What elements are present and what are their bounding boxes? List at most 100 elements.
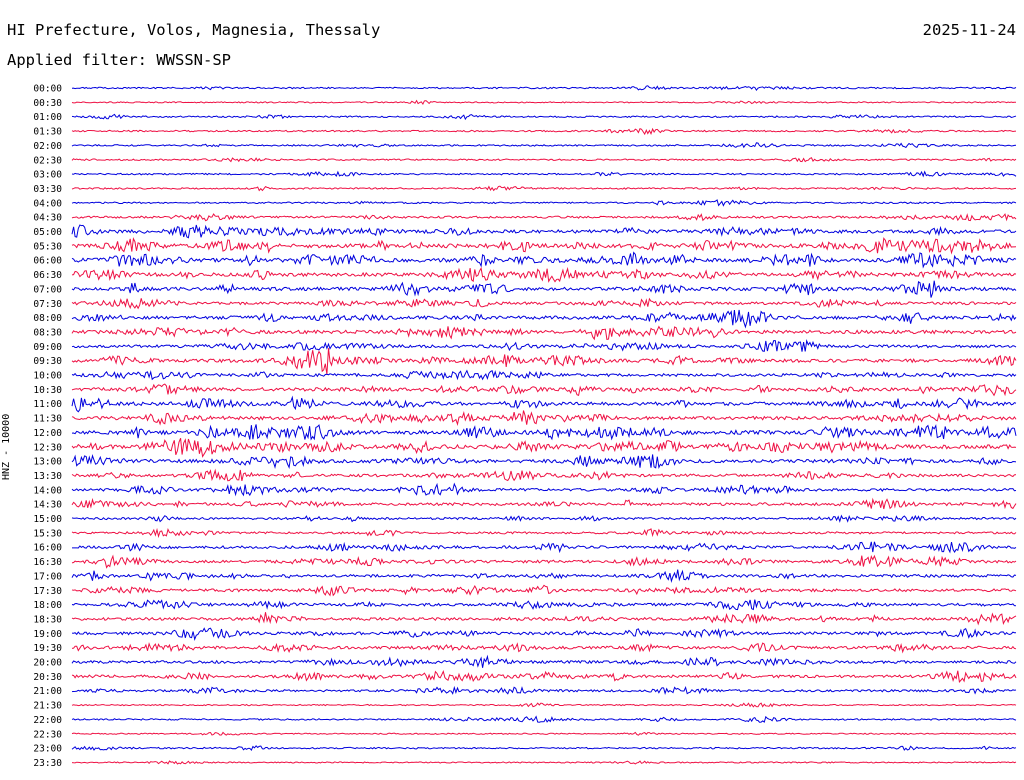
time-label-0700: 07:00	[33, 284, 62, 295]
trace-0230	[71, 157, 1017, 163]
time-label-1530: 15:30	[33, 528, 62, 539]
time-label-1000: 10:00	[33, 371, 62, 382]
trace-1300	[71, 454, 1017, 470]
trace-2230	[71, 731, 1017, 736]
trace-0600	[71, 251, 1017, 269]
trace-1630	[71, 554, 1017, 569]
time-label-0600: 06:00	[33, 256, 62, 267]
time-label-0100: 01:00	[33, 112, 62, 123]
trace-1130	[71, 410, 1017, 426]
trace-1500	[71, 514, 1017, 523]
time-label-0030: 00:30	[33, 98, 62, 109]
trace-1830	[71, 612, 1017, 626]
trace-2000	[71, 654, 1017, 668]
trace-0030	[71, 99, 1017, 106]
time-label-1700: 17:00	[33, 571, 62, 582]
trace-1930	[71, 642, 1017, 654]
time-label-0200: 02:00	[33, 141, 62, 152]
station-title: HI Prefecture, Volos, Magnesia, Thessaly	[7, 21, 381, 39]
trace-1100	[71, 395, 1017, 413]
trace-0430	[71, 213, 1017, 222]
time-label-2300: 23:00	[33, 744, 62, 755]
trace-1230	[71, 437, 1017, 458]
trace-0330	[71, 185, 1017, 192]
time-label-1730: 17:30	[33, 586, 62, 597]
trace-0500	[71, 224, 1017, 239]
time-label-0630: 06:30	[33, 270, 62, 281]
time-label-0130: 01:30	[33, 127, 62, 138]
time-label-0900: 09:00	[33, 342, 62, 353]
time-label-0430: 04:30	[33, 213, 62, 224]
time-label-1600: 16:00	[33, 543, 62, 554]
trace-2130	[71, 702, 1017, 708]
time-label-0830: 08:30	[33, 327, 62, 338]
time-label-2000: 20:00	[33, 658, 62, 669]
trace-0100	[71, 113, 1017, 121]
time-label-0330: 03:30	[33, 184, 62, 195]
record-date: 2025-11-24	[922, 21, 1016, 39]
trace-1000	[71, 369, 1017, 381]
trace-0700	[71, 280, 1017, 298]
time-label-1400: 14:00	[33, 485, 62, 496]
time-label-1630: 16:30	[33, 557, 62, 568]
trace-0630	[71, 266, 1017, 283]
trace-2100	[71, 685, 1017, 695]
time-label-2330: 23:30	[33, 758, 62, 769]
time-label-2200: 22:00	[33, 715, 62, 726]
trace-0130	[71, 127, 1017, 136]
time-label-0730: 07:30	[33, 299, 62, 310]
trace-1530	[71, 527, 1017, 539]
trace-0900	[71, 339, 1017, 352]
time-label-1500: 15:00	[33, 514, 62, 525]
time-label-1300: 13:00	[33, 457, 62, 468]
time-label-1230: 12:30	[33, 442, 62, 453]
time-label-1830: 18:30	[33, 614, 62, 625]
trace-1700	[71, 569, 1017, 583]
time-label-0400: 04:00	[33, 198, 62, 209]
trace-0300	[71, 170, 1017, 178]
trace-2330	[71, 760, 1017, 765]
trace-0400	[71, 199, 1017, 207]
time-label-1200: 12:00	[33, 428, 62, 439]
trace-2030	[71, 670, 1017, 683]
trace-1800	[71, 599, 1017, 611]
trace-2200	[71, 715, 1017, 723]
time-label-1900: 19:00	[33, 629, 62, 640]
trace-0730	[71, 297, 1017, 310]
filter-value: WWSSN-SP	[156, 51, 231, 69]
trace-0930	[71, 348, 1017, 375]
time-label-2030: 20:30	[33, 672, 62, 683]
trace-0530	[71, 237, 1017, 255]
filter-label: Applied filter:	[7, 51, 147, 69]
trace-0830	[71, 325, 1017, 341]
time-label-1030: 10:30	[33, 385, 62, 396]
time-label-0300: 03:00	[33, 170, 62, 181]
time-label-1130: 11:30	[33, 414, 62, 425]
trace-1330	[71, 468, 1017, 482]
trace-1200	[71, 424, 1017, 441]
time-label-0000: 00:00	[33, 84, 62, 95]
time-label-2230: 22:30	[33, 729, 62, 740]
trace-2300	[71, 745, 1017, 751]
time-label-1800: 18:00	[33, 600, 62, 611]
trace-0200	[71, 142, 1017, 149]
time-label-1330: 13:30	[33, 471, 62, 482]
time-label-2100: 21:00	[33, 686, 62, 697]
time-label-0530: 05:30	[33, 241, 62, 252]
time-label-2130: 21:30	[33, 701, 62, 712]
time-label-0800: 08:00	[33, 313, 62, 324]
trace-1730	[71, 584, 1017, 597]
time-label-1100: 11:00	[33, 399, 62, 410]
trace-0000	[71, 85, 1017, 92]
filter-info: Applied filter: WWSSN-SP	[7, 51, 231, 69]
time-label-1430: 14:30	[33, 500, 62, 511]
trace-1900	[71, 627, 1017, 642]
trace-1030	[71, 383, 1017, 397]
trace-0800	[71, 309, 1017, 329]
trace-1430	[71, 497, 1017, 510]
time-label-0500: 05:00	[33, 227, 62, 238]
time-label-1930: 19:30	[33, 643, 62, 654]
time-label-0930: 09:30	[33, 356, 62, 367]
trace-1400	[71, 482, 1017, 497]
